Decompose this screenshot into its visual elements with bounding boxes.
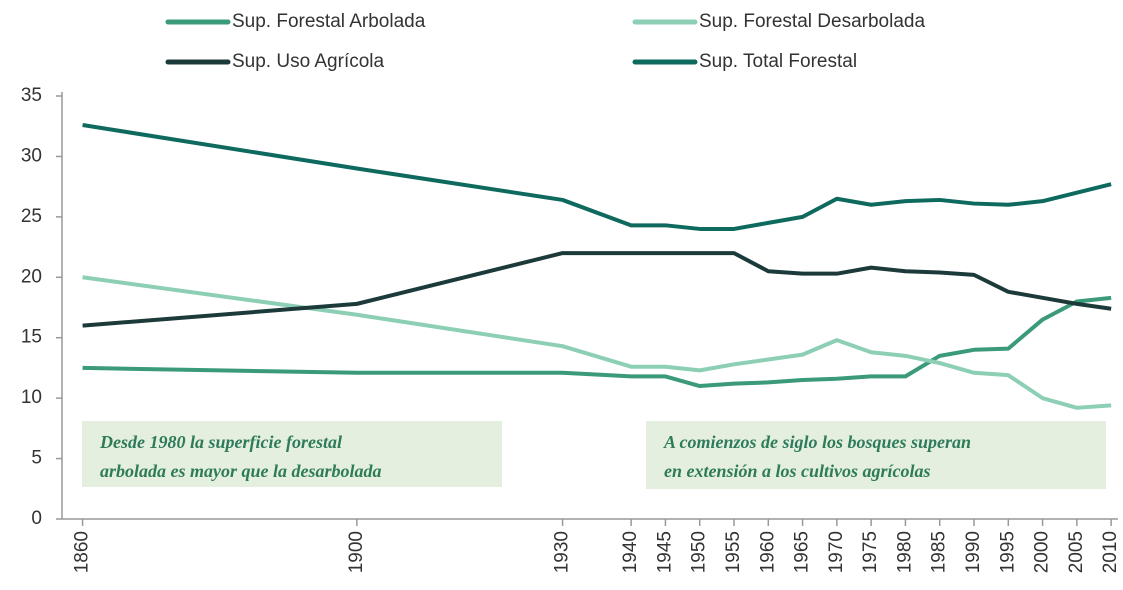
- x-tick-label: 1940: [620, 531, 641, 573]
- y-tick-label: 15: [21, 327, 42, 348]
- y-tick-label: 5: [31, 448, 42, 469]
- annotation-box: [646, 421, 1106, 489]
- x-tick-label: 1950: [689, 531, 710, 573]
- x-tick-label: 1980: [894, 531, 915, 573]
- annotation: A comienzos de siglo los bosques superan: [663, 432, 971, 452]
- annotation-box: [82, 421, 502, 487]
- x-tick-label: 1945: [654, 531, 675, 573]
- x-tick-label: 1930: [552, 531, 573, 573]
- x-tick-label: 2005: [1066, 531, 1087, 573]
- annotation: en extensión a los cultivos agrícolas: [664, 461, 931, 481]
- x-tick-label: 1990: [963, 531, 984, 573]
- x-tick-label: 1900: [346, 531, 367, 573]
- legend-label: Sup. Forestal Desarbolada: [699, 11, 925, 32]
- series-line: [82, 275, 1112, 410]
- x-tick-label: 2000: [1032, 531, 1053, 573]
- x-tick-label: 1955: [723, 531, 744, 573]
- series-line: [82, 295, 1112, 389]
- y-tick-label: 25: [21, 206, 42, 227]
- y-tick-label: 35: [21, 85, 42, 106]
- annotation: Desde 1980 la superficie forestal: [99, 432, 342, 452]
- x-tick-label: 2010: [1100, 531, 1121, 573]
- x-tick-label: 1960: [757, 531, 778, 573]
- x-tick-label: 1995: [997, 531, 1018, 573]
- annotation: arbolada es mayor que la desarbolada: [100, 461, 382, 481]
- series-line: [82, 123, 1112, 231]
- legend-label: Sup. Forestal Arbolada: [232, 11, 426, 32]
- series-line: [82, 251, 1112, 328]
- x-tick-label: 1970: [826, 531, 847, 573]
- x-tick-label: 1965: [792, 531, 813, 573]
- y-tick-label: 10: [21, 387, 42, 408]
- legend-label: Sup. Uso Agrícola: [232, 51, 385, 72]
- legend-label: Sup. Total Forestal: [699, 51, 857, 72]
- x-tick-label: 1860: [72, 531, 93, 573]
- x-tick-label: 1975: [860, 531, 881, 573]
- y-tick-label: 0: [31, 508, 42, 529]
- y-tick-label: 30: [21, 145, 42, 166]
- x-tick-label: 1985: [929, 531, 950, 573]
- y-tick-label: 20: [21, 266, 42, 287]
